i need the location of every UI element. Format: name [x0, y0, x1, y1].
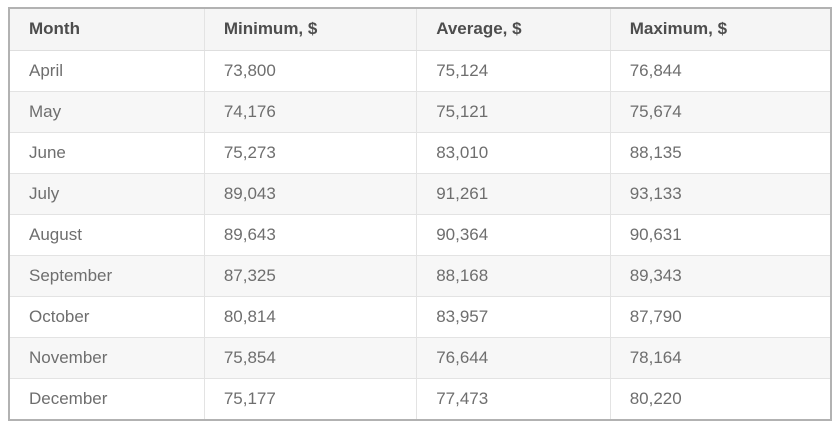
cell-minimum: 89,043 — [203, 172, 417, 214]
table-row: June 75,273 83,010 88,135 — [10, 131, 830, 173]
cell-minimum: 75,177 — [203, 377, 417, 419]
table-row: April 73,800 75,124 76,844 — [10, 50, 830, 91]
cell-minimum: 75,854 — [203, 336, 417, 378]
cell-minimum: 80,814 — [203, 295, 417, 337]
cell-month: December — [10, 377, 205, 419]
table-row: December 75,177 77,473 80,220 — [10, 377, 830, 419]
header-month: Month — [10, 9, 205, 51]
cell-average: 75,121 — [416, 90, 611, 132]
cell-month: April — [29, 60, 64, 80]
table-row: August 89,643 90,364 90,631 — [10, 213, 830, 255]
cell-maximum: 80,220 — [609, 377, 830, 419]
cell-average: 83,010 — [416, 131, 611, 173]
cell-month: September — [10, 254, 205, 296]
cell-maximum: 90,631 — [609, 213, 830, 255]
header-row: Month Minimum, $ Average, $ Maximum, $ — [10, 9, 830, 51]
cell-average: 91,261 — [416, 172, 611, 214]
table-row: September 87,325 88,168 89,343 — [10, 254, 830, 296]
cell-maximum: 87,790 — [609, 295, 830, 337]
table-row: July 89,043 91,261 93,133 — [10, 172, 830, 214]
cell-minimum: 73,800 — [203, 50, 417, 91]
table-row: October 80,814 83,957 87,790 — [10, 295, 830, 337]
cell-minimum: 87,325 — [203, 254, 417, 296]
cell-average: 75,124 — [416, 50, 611, 91]
cell-minimum: 74,176 — [203, 90, 417, 132]
header-minimum: Minimum, $ — [203, 9, 417, 51]
cell-maximum: 78,164 — [609, 336, 830, 378]
cell-month: June — [10, 131, 205, 173]
cell-average: 90,364 — [416, 213, 611, 255]
cell-maximum: 75,674 — [609, 90, 830, 132]
cell-month: May — [10, 90, 205, 132]
cell-average: 88,168 — [416, 254, 611, 296]
cell-average: 76,644 — [416, 336, 611, 378]
monthly-stats-table: Month Minimum, $ Average, $ Maximum, $ A… — [10, 9, 830, 419]
monthly-stats-table-container: Month Minimum, $ Average, $ Maximum, $ A… — [8, 7, 832, 421]
cell-average: 83,957 — [416, 295, 611, 337]
cell-month: November — [10, 336, 205, 378]
cell-minimum: 89,643 — [203, 213, 417, 255]
table-header: Month Minimum, $ Average, $ Maximum, $ — [10, 9, 830, 51]
table-row: November 75,854 76,644 78,164 — [10, 336, 830, 378]
cell-month: August — [10, 213, 205, 255]
cell-minimum: 75,273 — [203, 131, 417, 173]
cell-maximum: 76,844 — [609, 50, 830, 91]
table-row: May 74,176 75,121 75,674 — [10, 90, 830, 132]
table-body: April 73,800 75,124 76,844 May 74,176 75… — [10, 50, 830, 419]
cell-maximum: 89,343 — [609, 254, 830, 296]
cell-maximum: 88,135 — [609, 131, 830, 173]
cell-month: July — [10, 172, 205, 214]
cell-month: October — [10, 295, 205, 337]
cell-average: 77,473 — [416, 377, 611, 419]
cell-maximum: 93,133 — [609, 172, 830, 214]
header-maximum: Maximum, $ — [609, 9, 830, 51]
header-average: Average, $ — [416, 9, 611, 51]
